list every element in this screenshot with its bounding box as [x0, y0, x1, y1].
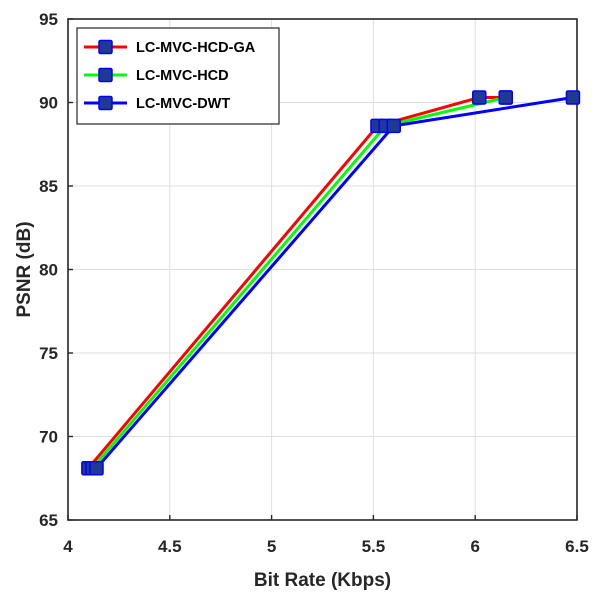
y-tick-label: 80	[39, 261, 58, 280]
x-tick-label: 5	[267, 537, 276, 556]
axis-ticks: 4 4.5 5 5.5 6 6.5 65 70 75 80 85 90 95	[39, 10, 589, 556]
series-2-point	[386, 118, 402, 134]
y-tick-label: 75	[39, 344, 58, 363]
series-lines	[81, 90, 581, 476]
y-tick-label: 65	[39, 511, 58, 530]
x-tick-label: 5.5	[362, 537, 386, 556]
x-tick-label: 4.5	[158, 537, 182, 556]
legend-swatch-marker	[98, 95, 113, 111]
legend-swatch-marker	[98, 67, 113, 83]
series-1-point	[498, 90, 513, 105]
x-tick-label: 6	[470, 537, 479, 556]
series-line-0	[87, 95, 506, 470]
legend-entry-label: LC-MVC-HCD	[136, 68, 229, 84]
legend-entry-label: LC-MVC-HCD-GA	[136, 40, 256, 56]
series-0-point	[472, 90, 487, 105]
series-2-point	[89, 460, 104, 476]
y-tick-label: 85	[39, 177, 58, 196]
legend: LC-MVC-HCD-GA LC-MVC-HCD LC-MVC-DWT	[76, 27, 280, 125]
legend-entry-label: LC-MVC-DWT	[136, 96, 230, 112]
x-tick-label: 6.5	[565, 537, 589, 556]
y-tick-label: 70	[39, 428, 58, 447]
y-tick-label: 95	[39, 10, 58, 29]
legend-swatch-marker	[98, 39, 113, 55]
series-2-point	[565, 90, 581, 105]
x-axis-label: Bit Rate (Kbps)	[254, 570, 391, 591]
y-tick-label: 90	[39, 94, 58, 113]
x-tick-label: 4	[63, 537, 73, 556]
y-axis-label: PSNR (dB)	[14, 221, 35, 317]
